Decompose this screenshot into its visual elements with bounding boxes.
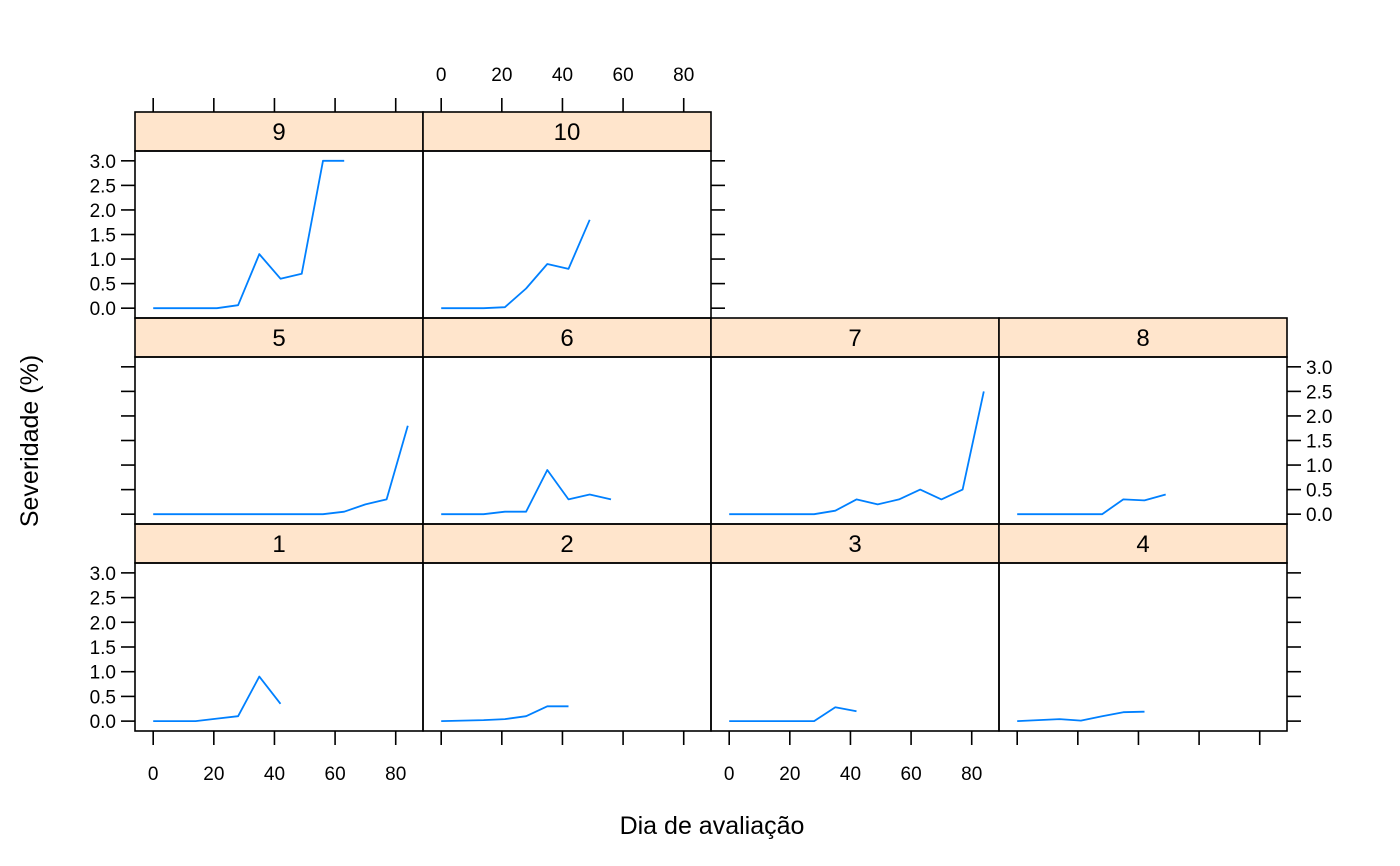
series-line-2 [441,705,569,722]
panel-4: 4 [998,523,1288,732]
plot-area-5 [134,356,424,525]
y-tick-label: 1.0 [90,250,116,271]
plot-area-3 [710,562,1000,732]
strip-1 [134,523,424,564]
x-tick-label: 60 [613,65,634,86]
strip-label-8: 8 [1136,325,1149,352]
y-tick-label: 3.0 [90,152,116,173]
y-tick-label: 2.0 [90,613,116,634]
x-tick-label: 0 [436,65,447,86]
y-tick-label: 0.5 [90,687,116,708]
panel-5: 5 [134,317,424,525]
panel-8: 8 [998,317,1288,525]
x-tick-label: 80 [673,65,694,86]
y-tick-label: 3.0 [90,564,116,585]
y-tick-label: 2.0 [1306,407,1332,428]
plot-area-4 [998,562,1288,732]
y-tick-label: 2.0 [90,201,116,222]
plot-area-1 [134,562,424,732]
x-tick-label: 40 [840,764,861,785]
strip-label-2: 2 [560,531,573,558]
series-line-6 [441,469,612,516]
panels-layer: 1 2 3 4 5 6 7 8 9 10 [134,111,1288,732]
strip-label-6: 6 [560,325,573,352]
x-tick-label: 40 [264,764,285,785]
y-tick-label: 0.0 [90,712,116,733]
strip-6 [422,317,712,358]
x-tick-label: 20 [203,764,224,785]
panel-7: 7 [710,317,1000,525]
y-tick-label: 1.0 [90,663,116,684]
strip-9 [134,111,424,152]
plot-area-10 [422,150,712,319]
series-line-5 [153,425,409,516]
strip-label-3: 3 [848,531,861,558]
series-line-3 [729,706,857,722]
strip-label-1: 1 [272,531,285,558]
x-tick-label: 80 [961,764,982,785]
y-tick-label: 0.5 [1306,481,1332,502]
strip-7 [710,317,1000,358]
x-tick-label: 40 [552,65,573,86]
plot-area-6 [422,356,712,525]
x-tick-label: 60 [325,764,346,785]
strip-label-5: 5 [272,325,285,352]
x-tick-label: 20 [779,764,800,785]
panel-2: 2 [422,523,712,732]
strip-label-4: 4 [1136,531,1149,558]
y-tick-label: 0.0 [1306,505,1332,526]
series-line-7 [729,391,985,516]
panel-1: 1 [134,523,424,732]
series-line-4 [1017,710,1145,722]
strip-label-9: 9 [272,119,285,146]
strip-label-7: 7 [848,325,861,352]
y-tick-label: 1.5 [90,226,116,247]
y-tick-label: 1.5 [1306,432,1332,453]
strip-2 [422,523,712,564]
plot-area-7 [710,356,1000,525]
y-tick-label: 2.5 [90,176,116,197]
plot-area-9 [134,150,424,319]
panel-3: 3 [710,523,1000,732]
y-axis-title: Severidade (%) [16,355,44,527]
x-axis-title: Dia de avaliação [620,812,805,840]
y-tick-label: 2.5 [90,589,116,610]
series-line-9 [153,159,345,310]
y-tick-label: 1.5 [90,638,116,659]
y-tick-label: 1.0 [1306,456,1332,477]
x-tick-label: 80 [385,764,406,785]
x-tick-label: 0 [148,764,159,785]
x-tick-label: 0 [724,764,735,785]
y-tick-label: 0.5 [90,275,116,296]
series-line-1 [153,675,282,722]
axes-layer: 0 20 40 60 80 0 20 40 60 80 0 20 40 60 80 0.0 0.5 1.0 1.5 2… [90,65,1333,785]
panel-9: 9 [134,111,424,319]
panel-6: 6 [422,317,712,525]
strip-8 [998,317,1288,358]
x-tick-label: 20 [491,65,512,86]
y-tick-label: 0.0 [90,299,116,320]
y-tick-label: 2.5 [1306,382,1332,403]
strip-label-10: 10 [554,119,581,146]
x-tick-label: 60 [901,764,922,785]
panel-10: 10 [422,111,712,319]
series-line-10 [441,219,591,310]
plot-area-8 [998,356,1288,525]
y-tick-label: 3.0 [1306,358,1332,379]
series-line-8 [1017,493,1166,516]
